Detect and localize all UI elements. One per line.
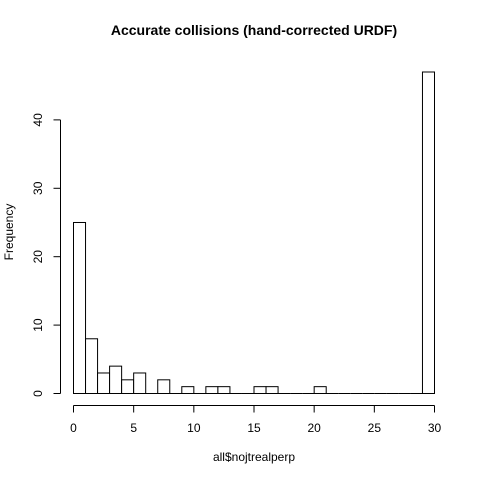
chart-title: Accurate collisions (hand-corrected URDF… (111, 22, 397, 38)
histogram-bar (109, 365, 123, 395)
y-tick-label: 40 (31, 113, 45, 127)
histogram-bar (313, 386, 327, 395)
y-axis-label: Frequency (2, 204, 16, 261)
x-tick-label: 10 (187, 421, 201, 435)
histogram-bar (205, 386, 219, 395)
histogram-bar (181, 386, 195, 395)
histogram-bar (85, 338, 99, 394)
histogram-bar (121, 379, 135, 395)
histogram-bar (133, 372, 147, 395)
y-tick-label: 0 (31, 390, 45, 397)
x-tick-label: 0 (70, 421, 77, 435)
x-tick-label: 30 (428, 421, 442, 435)
y-axis: 0 10 20 30 40 (31, 113, 61, 397)
bars-group (73, 71, 436, 395)
histogram-bar (265, 386, 279, 395)
histogram-bar (217, 386, 231, 395)
y-tick-label: 10 (31, 318, 45, 332)
histogram-bar (421, 71, 436, 394)
histogram-bar (157, 379, 171, 395)
histogram-bar (73, 221, 87, 394)
histogram-bar (253, 386, 267, 395)
y-tick-label: 20 (31, 250, 45, 264)
x-tick-label: 5 (130, 421, 137, 435)
histogram-bar (97, 372, 111, 395)
y-tick-label: 30 (31, 181, 45, 195)
x-tick-label: 20 (307, 421, 321, 435)
x-axis-label: all$nojtrealperp (213, 450, 295, 464)
x-tick-label: 25 (368, 421, 382, 435)
x-tick-label: 15 (247, 421, 261, 435)
x-axis: 0 5 10 15 20 25 30 (70, 405, 442, 435)
